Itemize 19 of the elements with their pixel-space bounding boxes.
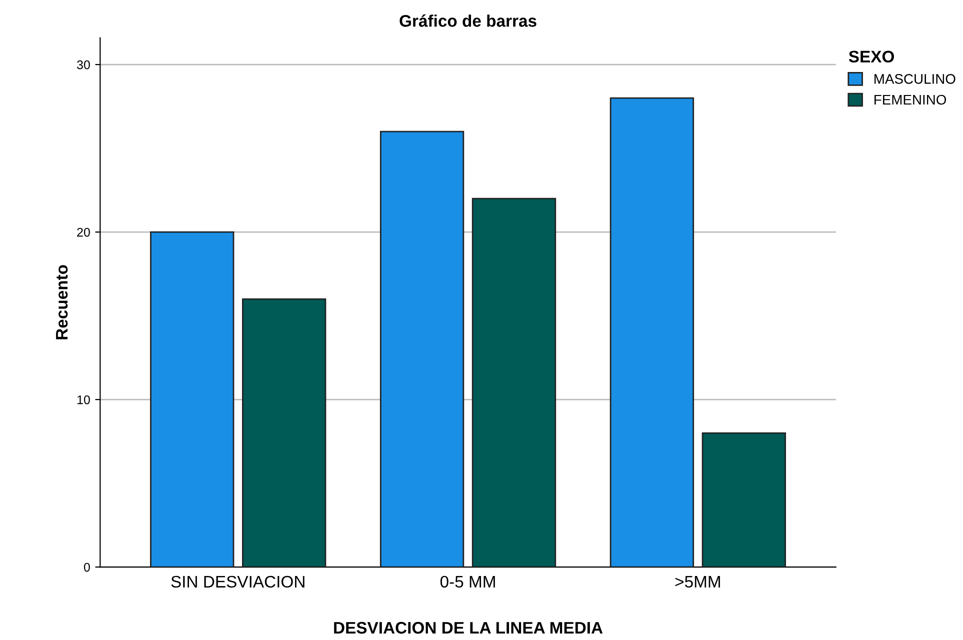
y-tick-label: 10	[77, 395, 90, 404]
bar	[380, 130, 464, 568]
bar	[702, 432, 786, 568]
chart-title: Gráfico de barras	[400, 14, 536, 27]
y-tick-label: 20	[77, 228, 90, 237]
y-tick-label: 30	[77, 60, 90, 70]
legend-label: MASCULINO	[874, 74, 956, 84]
x-axis-title: DESVIACION DE LA LINEA MEDIA	[334, 622, 603, 634]
bar	[242, 298, 326, 568]
x-tick-label: 0-5 MM	[440, 576, 495, 588]
x-tick-label: >5MM	[675, 576, 720, 588]
y-tick-label: 0	[84, 562, 90, 572]
x-tick-label: SIN DESVIACION	[171, 576, 304, 588]
bar	[472, 198, 556, 568]
legend-label: FEMENINO	[874, 94, 946, 105]
legend-title: SEXO	[848, 50, 894, 62]
bar	[610, 97, 694, 568]
bar	[150, 231, 234, 568]
y-axis-title: Recuento	[56, 265, 68, 340]
